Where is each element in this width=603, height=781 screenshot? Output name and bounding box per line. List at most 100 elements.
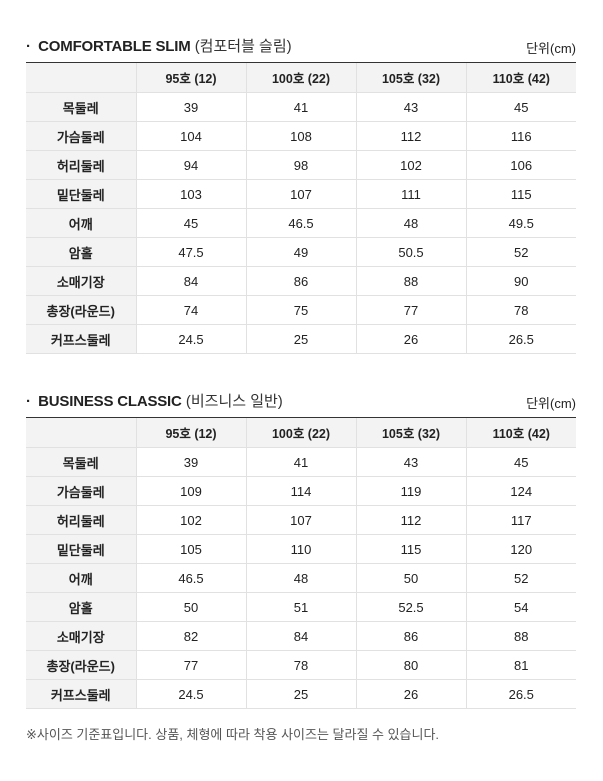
table-cell: 88 [355, 266, 466, 296]
table-row: 어깨 45 46.5 48 49.5 [26, 208, 576, 238]
column-header: 100호 (22) [245, 63, 356, 93]
row-label: 총장(라운드) [26, 650, 136, 680]
table-cell: 94 [135, 150, 246, 180]
table-cell: 41 [245, 92, 356, 122]
table-cell: 84 [135, 266, 246, 296]
table-cell: 80 [355, 650, 466, 680]
table-cell: 90 [465, 266, 576, 296]
table-cell: 39 [135, 447, 246, 477]
title-english: BUSINESS CLASSIC [38, 393, 182, 410]
table-cell: 78 [465, 295, 576, 325]
table-cell: 48 [355, 208, 466, 238]
table-cell: 49.5 [465, 208, 576, 238]
table-cell: 26 [355, 679, 466, 709]
table-cell: 77 [355, 295, 466, 325]
table-row: 가슴둘레 109 114 119 124 [26, 476, 576, 506]
table-cell: 104 [135, 121, 246, 151]
section-header: · BUSINESS CLASSIC (비즈니스 일반) 단위(cm) [26, 393, 576, 418]
table-cell: 45 [135, 208, 246, 238]
table-cell: 77 [135, 650, 246, 680]
table-row: 허리둘레 102 107 112 117 [26, 505, 576, 535]
table-cell: 49 [245, 237, 356, 267]
table-cell: 82 [135, 621, 246, 651]
size-table: 95호 (12) 100호 (22) 105호 (32) 110호 (42) 목… [26, 63, 576, 354]
table-cell: 51 [245, 592, 356, 622]
table-cell: 50 [355, 563, 466, 593]
table-cell: 112 [355, 121, 466, 151]
table-row: 소매기장 82 84 86 88 [26, 621, 576, 651]
table-cell: 81 [465, 650, 576, 680]
table-cell: 112 [355, 505, 466, 535]
row-label: 허리둘레 [26, 505, 136, 535]
table-cell: 52.5 [355, 592, 466, 622]
table-row: 커프스둘레 24.5 25 26 26.5 [26, 324, 576, 354]
table-row: 총장(라운드) 74 75 77 78 [26, 295, 576, 325]
table-cell: 25 [245, 679, 356, 709]
table-row: 암홀 47.5 49 50.5 52 [26, 237, 576, 267]
row-label: 밑단둘레 [26, 179, 136, 209]
table-row: 암홀 50 51 52.5 54 [26, 592, 576, 622]
column-header: 95호 (12) [135, 418, 246, 448]
table-row: 총장(라운드) 77 78 80 81 [26, 650, 576, 680]
column-header: 100호 (22) [245, 418, 356, 448]
table-row: 허리둘레 94 98 102 106 [26, 150, 576, 180]
table-cell: 102 [135, 505, 246, 535]
table-cell: 86 [245, 266, 356, 296]
title-korean: (컴포터블 슬림) [194, 38, 292, 55]
section-header: · COMFORTABLE SLIM (컴포터블 슬림) 단위(cm) [26, 38, 576, 63]
column-header: 105호 (32) [355, 418, 466, 448]
table-row: 커프스둘레 24.5 25 26 26.5 [26, 679, 576, 709]
corner-cell [26, 63, 136, 93]
table-cell: 115 [465, 179, 576, 209]
table-row: 어깨 46.5 48 50 52 [26, 563, 576, 593]
table-cell: 39 [135, 92, 246, 122]
row-label: 소매기장 [26, 266, 136, 296]
row-label: 커프스둘레 [26, 679, 136, 709]
table-row: 목둘레 39 41 43 45 [26, 447, 576, 477]
row-label: 어깨 [26, 563, 136, 593]
table-header-row: 95호 (12) 100호 (22) 105호 (32) 110호 (42) [26, 418, 576, 448]
row-label: 암홀 [26, 237, 136, 267]
size-table: 95호 (12) 100호 (22) 105호 (32) 110호 (42) 목… [26, 418, 576, 709]
section-title: · BUSINESS CLASSIC (비즈니스 일반) [26, 393, 283, 411]
table-cell: 48 [245, 563, 356, 593]
table-cell: 102 [355, 150, 466, 180]
column-header: 105호 (32) [355, 63, 466, 93]
table-cell: 111 [355, 179, 466, 209]
row-label: 목둘레 [26, 92, 136, 122]
table-cell: 114 [245, 476, 356, 506]
table-cell: 43 [355, 92, 466, 122]
table-cell: 107 [245, 179, 356, 209]
table-cell: 98 [245, 150, 356, 180]
table-cell: 45 [465, 92, 576, 122]
unit-label: 단위(cm) [526, 41, 576, 56]
table-cell: 26 [355, 324, 466, 354]
row-label: 어깨 [26, 208, 136, 238]
table-cell: 52 [465, 237, 576, 267]
row-label: 암홀 [26, 592, 136, 622]
title-bullet: · [26, 38, 31, 55]
table-cell: 46.5 [245, 208, 356, 238]
size-section-business-classic: · BUSINESS CLASSIC (비즈니스 일반) 단위(cm) 95호 … [26, 393, 576, 709]
column-header: 110호 (42) [465, 418, 576, 448]
table-cell: 109 [135, 476, 246, 506]
table-cell: 24.5 [135, 679, 246, 709]
table-header-row: 95호 (12) 100호 (22) 105호 (32) 110호 (42) [26, 63, 576, 93]
row-label: 가슴둘레 [26, 476, 136, 506]
unit-label: 단위(cm) [526, 396, 576, 411]
table-row: 소매기장 84 86 88 90 [26, 266, 576, 296]
table-cell: 108 [245, 121, 356, 151]
table-cell: 47.5 [135, 237, 246, 267]
table-cell: 105 [135, 534, 246, 564]
table-cell: 86 [355, 621, 466, 651]
table-cell: 120 [465, 534, 576, 564]
table-cell: 25 [245, 324, 356, 354]
table-cell: 84 [245, 621, 356, 651]
table-row: 목둘레 39 41 43 45 [26, 92, 576, 122]
table-cell: 26.5 [465, 679, 576, 709]
row-label: 밑단둘레 [26, 534, 136, 564]
table-cell: 106 [465, 150, 576, 180]
table-cell: 50 [135, 592, 246, 622]
table-cell: 74 [135, 295, 246, 325]
row-label: 소매기장 [26, 621, 136, 651]
